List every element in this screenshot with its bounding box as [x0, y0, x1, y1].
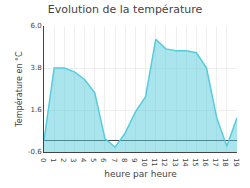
svg-text:17: 17: [211, 158, 219, 167]
svg-text:Température en °C: Température en °C: [14, 51, 24, 128]
svg-text:1: 1: [49, 158, 57, 162]
svg-text:heure par heure: heure par heure: [104, 169, 177, 179]
svg-text:3: 3: [69, 158, 77, 162]
svg-text:9: 9: [130, 158, 138, 162]
svg-text:6: 6: [99, 158, 107, 163]
svg-text:12: 12: [160, 158, 168, 167]
svg-text:4: 4: [79, 158, 87, 163]
svg-text:1.6: 1.6: [30, 106, 42, 114]
svg-text:8: 8: [120, 158, 128, 162]
svg-text:0: 0: [39, 158, 47, 162]
svg-text:18: 18: [221, 158, 229, 167]
svg-text:19: 19: [232, 158, 240, 167]
svg-text:2: 2: [59, 158, 67, 162]
svg-text:-0.6: -0.6: [28, 148, 42, 156]
svg-text:14: 14: [181, 158, 189, 167]
svg-text:10: 10: [140, 158, 148, 167]
svg-text:16: 16: [201, 158, 209, 167]
svg-text:5: 5: [89, 158, 97, 162]
svg-text:Evolution de la température: Evolution de la température: [48, 3, 203, 16]
svg-text:13: 13: [171, 158, 179, 167]
svg-text:3.8: 3.8: [30, 64, 41, 72]
svg-text:11: 11: [150, 158, 158, 167]
svg-text:6.0: 6.0: [30, 22, 41, 30]
svg-text:15: 15: [191, 158, 199, 167]
svg-text:7: 7: [110, 158, 118, 162]
